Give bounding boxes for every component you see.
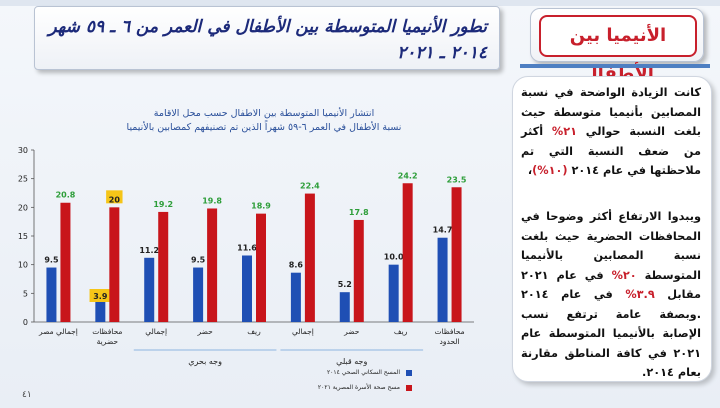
x-tick-label: محافظات: [92, 327, 122, 336]
value-label-2014: 5.2: [338, 280, 352, 289]
bar-2014: [437, 237, 448, 322]
value-label-2021: 19.2: [153, 200, 173, 209]
bar-2014: [193, 267, 204, 322]
group-label: وجه قبلي: [336, 357, 367, 366]
value-label-2021: 20: [109, 195, 121, 204]
x-tick-label: إجمالي: [145, 327, 167, 336]
value-label-2014: 14.7: [433, 226, 453, 235]
value-label-2014: 10.0: [384, 253, 404, 262]
slide-title-line1: تطور الأنيميا المتوسطة بين الأطفال في ال…: [48, 17, 487, 37]
y-tick-label: 5: [23, 289, 28, 298]
value-label-2021: 17.8: [349, 208, 369, 217]
para1-highlight-10: (١٠%): [532, 164, 568, 177]
x-tick-label: حضر: [343, 327, 360, 336]
y-tick-label: 20: [18, 203, 28, 212]
topic-box: الأنيميا بين الأطفال: [530, 8, 704, 84]
bar-2014: [242, 255, 252, 322]
y-tick-label: 25: [18, 175, 28, 184]
para2-part-c: في عام ٢٠٢١ مقابل: [521, 268, 701, 302]
value-label-2014: 11.2: [139, 246, 159, 255]
value-label-2014: 3.9: [93, 292, 108, 301]
legend-label-2021: مسح صحة الأسرة المصرية ٢٠٢١: [317, 384, 400, 391]
para1-part-e: ،: [527, 164, 533, 177]
value-label-2021: 24.2: [398, 171, 418, 180]
bar-2014: [388, 264, 399, 322]
bar-2021: [304, 193, 315, 322]
para1-part-a: كانت الزيادة الواضحة في نسبة المصابين بأ…: [521, 86, 701, 138]
y-tick-label: 30: [18, 146, 28, 155]
x-tick-label: إجمالي: [292, 327, 314, 336]
bar-2014: [339, 292, 350, 322]
bar-2014: [290, 272, 301, 322]
x-tick-label: محافظات: [434, 327, 464, 336]
legend-swatch-2021: [406, 385, 412, 391]
x-tick-label: ريف: [247, 327, 261, 336]
bar-chart: انتشار الأنيميا المتوسطة بين الاطفال حسب…: [18, 107, 474, 366]
value-label-2021: 19.8: [202, 196, 222, 205]
bar-2014: [46, 267, 57, 322]
legend-label-2014: المسح السكاني الصحي ٢٠١٤: [326, 369, 400, 376]
page-number: ٤١: [22, 390, 32, 400]
para1-part-c: أكثر من ضعف النسبة التي تم ملاحظتها في ع…: [521, 125, 701, 177]
bar-2014: [95, 299, 106, 322]
value-label-2014: 11.6: [237, 243, 257, 252]
bar-2021: [109, 207, 120, 322]
top-band: [0, 0, 720, 6]
bar-2021: [158, 211, 169, 322]
paragraph-2: ويبدوا الارتفاع أكثر وضوحا في المحافظات …: [521, 207, 701, 383]
x-tick-label: إجمالي مصر: [38, 327, 78, 336]
chart-subtitle: نسبة الأطفال في العمر ٦-٥٩ شهراً الذين ت…: [127, 120, 402, 133]
para2-part-a: ويبدوا الارتفاع أكثر وضوحا في المحافظات …: [521, 210, 701, 282]
x-tick-label: الحدود: [440, 337, 460, 346]
y-tick-label: 0: [23, 318, 28, 327]
bar-2021: [353, 219, 364, 322]
bar-2021: [256, 213, 266, 322]
y-tick-label: 15: [18, 232, 28, 241]
value-label-2014: 9.5: [44, 256, 59, 265]
para2-highlight-3-9: ٣.٩%: [625, 288, 655, 301]
para1-highlight-21: ٢١%: [551, 125, 577, 138]
chart-title: انتشار الأنيميا المتوسطة بين الاطفال حسب…: [154, 107, 374, 119]
value-label-2021: 20.8: [56, 191, 76, 200]
topic-label: الأنيميا بين الأطفال: [539, 15, 697, 84]
title-box: تطور الأنيميا المتوسطة بين الأطفال في ال…: [34, 6, 500, 70]
para2-part-e: في عام ٢٠١٤ .وبصفة عامة ترتفع نسب الإصاب…: [521, 288, 701, 379]
legend-swatch-2014: [406, 370, 412, 376]
highlight-box: [89, 289, 112, 302]
value-label-2014: 8.6: [289, 261, 304, 270]
y-tick-label: 10: [18, 261, 28, 270]
accent-rule: [520, 64, 710, 68]
value-label-2014: 9.5: [191, 256, 206, 265]
para2-highlight-20: ٢٠%: [611, 268, 637, 282]
value-label-2021: 18.9: [251, 202, 271, 211]
x-tick-label: ريف: [394, 327, 408, 336]
bar-2021: [402, 183, 413, 322]
x-tick-label: حضرية: [97, 337, 119, 346]
text-panel: كانت الزيادة الواضحة في نسبة المصابين بأ…: [512, 76, 712, 382]
highlight-box: [106, 190, 123, 204]
group-label: وجه بحري: [188, 357, 222, 366]
x-tick-label: حضر: [196, 327, 213, 336]
bar-2021: [60, 202, 71, 322]
bar-2014: [144, 257, 155, 322]
value-label-2021: 23.5: [447, 175, 467, 184]
value-label-2021: 22.4: [300, 182, 320, 191]
slide-title-line2: ٢٠١٤ ـ ٢٠٢١: [397, 43, 487, 63]
bar-2021: [451, 187, 462, 322]
bar-2021: [207, 208, 218, 322]
paragraph-1: كانت الزيادة الواضحة في نسبة المصابين بأ…: [521, 83, 701, 181]
